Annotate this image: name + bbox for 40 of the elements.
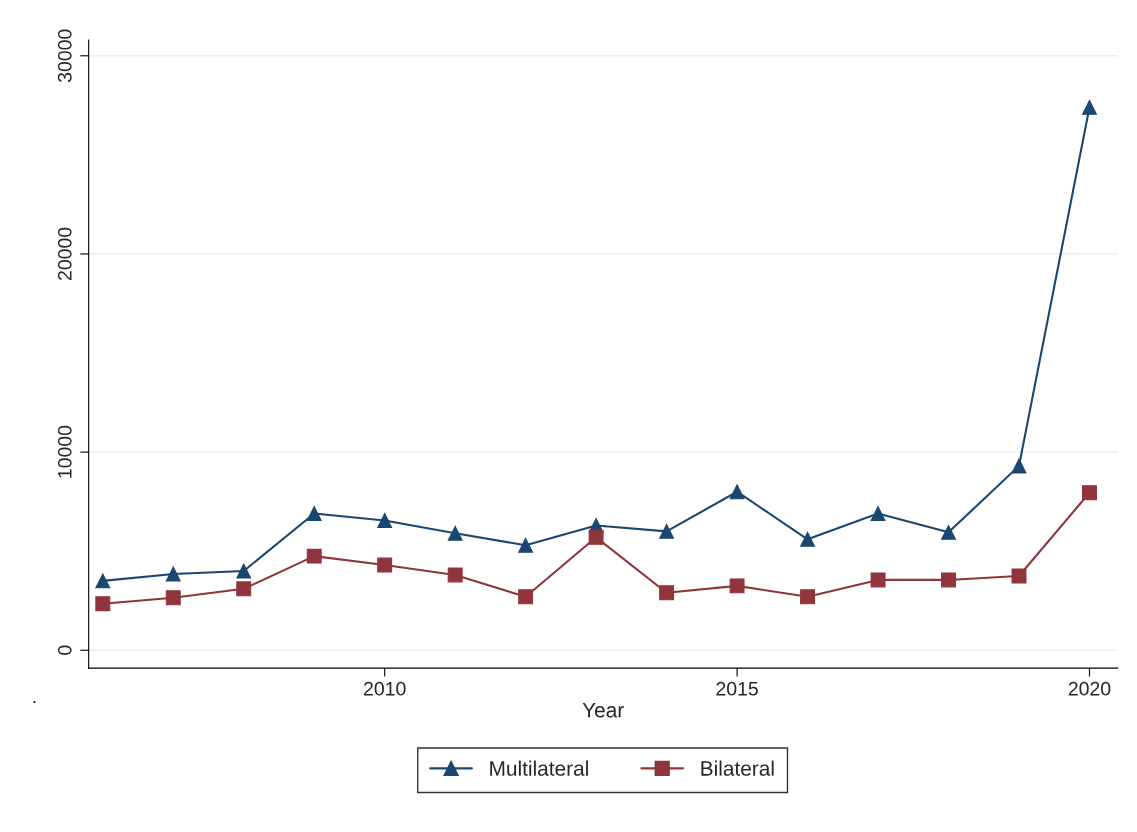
y-tick-label: 30000 [57, 29, 72, 83]
point [941, 572, 956, 588]
point [165, 590, 181, 606]
x-axis-title: Year [582, 702, 624, 718]
legend-label: Bilateral [701, 760, 774, 776]
point [800, 531, 816, 547]
point [659, 585, 675, 601]
point [729, 578, 745, 594]
y-tick-label: 20000 [57, 227, 72, 280]
point [800, 589, 816, 605]
y-tick-label: 10000 [57, 425, 72, 478]
legend-label: Multilateral [490, 760, 588, 776]
text: . [33, 700, 36, 704]
point [588, 529, 604, 545]
point [377, 557, 393, 573]
point [377, 513, 393, 528]
point [1082, 485, 1097, 501]
point [306, 506, 322, 521]
x-tick-label: 2015 [716, 681, 758, 696]
point [729, 484, 745, 500]
point [941, 524, 956, 540]
y-tick-label: 0 [57, 645, 72, 655]
point [870, 506, 886, 521]
point [165, 566, 181, 582]
x-tick-label: 2010 [364, 681, 406, 696]
point [306, 548, 322, 564]
point [95, 573, 111, 589]
point [447, 567, 463, 583]
point [236, 581, 252, 597]
point [95, 596, 111, 612]
point [447, 525, 463, 541]
point [1011, 458, 1027, 474]
point [236, 563, 252, 579]
point [518, 589, 534, 605]
x-tick-label: 2020 [1068, 681, 1111, 696]
point [1011, 568, 1027, 584]
point [659, 523, 675, 539]
point [1082, 99, 1097, 115]
point [518, 537, 534, 553]
point [870, 572, 886, 588]
